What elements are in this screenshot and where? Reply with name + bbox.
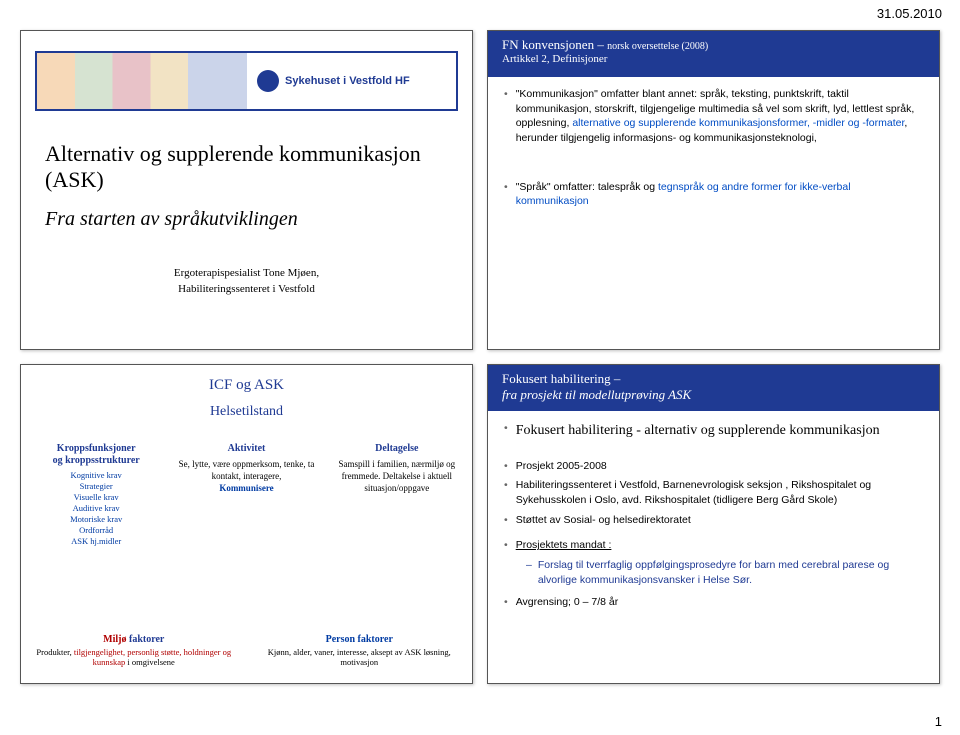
col3-body: Samspill i familien, nærmiljø og fremmed… — [327, 458, 467, 494]
page-date: 31.05.2010 — [877, 6, 942, 21]
slide4-content: • Fokusert habilitering - alternativ og … — [504, 421, 923, 673]
bullet-dot-icon: • — [504, 538, 508, 553]
slide4-item-2: •Habiliteringssenteret i Vestfold, Barne… — [504, 478, 923, 507]
slide4-title-bullet: • Fokusert habilitering - alternativ og … — [504, 421, 923, 451]
person-body: Kjønn, alder, vaner, interesse, aksept a… — [260, 647, 458, 667]
slides-grid: Sykehuset i Vestfold HF Alternativ og su… — [20, 30, 940, 684]
hospital-logo: Sykehuset i Vestfold HF — [247, 53, 456, 109]
col-kroppsfunksjoner: Kroppsfunksjoner og kroppsstrukturer Kog… — [26, 443, 166, 547]
miljo-heading: Miljø faktorer — [35, 634, 233, 645]
slide1-author: Ergoterapispesialist Tone Mjøen, Habilit… — [45, 265, 448, 298]
col1-heading: Kroppsfunksjoner — [26, 443, 166, 454]
slide4-item-5: •Avgrensing; 0 – 7/8 år — [504, 595, 923, 610]
slide4-item-4-sub: –Forslag til tverrfaglig oppfølgingspros… — [526, 558, 923, 587]
slide4-header-main: Fokusert habilitering – — [502, 371, 925, 387]
slide4-header: Fokusert habilitering – fra prosjekt til… — [488, 365, 939, 411]
slide2-header: FN konvensjonen – norsk oversettelse (20… — [488, 31, 939, 77]
slide4-item-3: •Støttet av Sosial- og helsedirektoratet — [504, 513, 923, 528]
col2-heading: Aktivitet — [177, 443, 317, 454]
person-faktorer: Person faktorer Kjønn, alder, vaner, int… — [260, 634, 458, 667]
slide1-body: Alternativ og supplerende kommunikasjon … — [45, 141, 448, 298]
slide-4: Fokusert habilitering – fra prosjekt til… — [487, 364, 940, 684]
slide1-subtitle: Fra starten av språkutviklingen — [45, 208, 448, 231]
slide3-columns: Kroppsfunksjoner og kroppsstrukturer Kog… — [21, 443, 472, 547]
bullet2-text: "Språk" omfatter: talespråk og tegnspråk… — [516, 180, 923, 209]
dash-icon: – — [526, 558, 532, 587]
slide4-item-1: •Prosjekt 2005-2008 — [504, 459, 923, 474]
miljo-faktorer: Miljø faktorer Produkter, tilgjengelighe… — [35, 634, 233, 667]
bullet-dot-icon: • — [504, 513, 508, 528]
col1-list: Kognitive krav Strategier Visuelle krav … — [26, 470, 166, 547]
slide2-bullet-1: • "Kommunikasjon" omfatter blant annet: … — [504, 87, 923, 146]
slide4-main-heading: Fokusert habilitering - alternativ og su… — [516, 421, 880, 441]
bullet1-text: "Kommunikasjon" omfatter blant annet: sp… — [516, 87, 923, 146]
miljo-body: Produkter, tilgjengelighet, personlig st… — [35, 647, 233, 667]
bullet-dot-icon: • — [504, 459, 508, 474]
author-line1: Ergoterapispesialist Tone Mjøen, — [45, 265, 448, 282]
col-deltagelse: Deltagelse Samspill i familien, nærmiljø… — [327, 443, 467, 547]
slide1-title: Alternativ og supplerende kommunikasjon … — [45, 141, 448, 194]
slide2-bullet-2: • "Språk" omfatter: talespråk og tegnspr… — [504, 180, 923, 209]
slide2-header-main: FN konvensjonen – norsk oversettelse (20… — [502, 37, 925, 53]
slide3-title: ICF og ASK — [21, 365, 472, 394]
col-aktivitet: Aktivitet Se, lytte, være oppmerksom, te… — [177, 443, 317, 547]
col3-heading: Deltagelse — [327, 443, 467, 454]
bullet-dot-icon: • — [504, 421, 508, 451]
slide4-header-sub: fra prosjekt til modellutprøving ASK — [502, 387, 925, 403]
slide3-subtitle: Helsetilstand — [21, 404, 472, 420]
slide1-banner: Sykehuset i Vestfold HF — [35, 51, 458, 111]
person-heading: Person faktorer — [260, 634, 458, 645]
slide4-item-4: •Prosjektets mandat : — [504, 538, 923, 553]
page-number: 1 — [935, 714, 942, 729]
logo-text: Sykehuset i Vestfold HF — [285, 75, 410, 87]
banner-photo-strip — [37, 53, 247, 109]
col1-heading2: og kroppsstrukturer — [26, 455, 166, 466]
slide-2: FN konvensjonen – norsk oversettelse (20… — [487, 30, 940, 350]
slide-3: ICF og ASK Helsetilstand Kroppsfunksjone… — [20, 364, 473, 684]
col2-body: Se, lytte, være oppmerksom, tenke, ta ko… — [177, 458, 317, 494]
logo-mark — [257, 70, 279, 92]
author-line2: Habiliteringssenteret i Vestfold — [45, 281, 448, 298]
bullet-dot-icon: • — [504, 87, 508, 146]
bullet-dot-icon: • — [504, 180, 508, 209]
slide-1: Sykehuset i Vestfold HF Alternativ og su… — [20, 30, 473, 350]
bullet-dot-icon: • — [504, 595, 508, 610]
slide2-header-sub: Artikkel 2, Definisjoner — [502, 53, 925, 65]
slide2-content: • "Kommunikasjon" omfatter blant annet: … — [504, 87, 923, 339]
bullet-dot-icon: • — [504, 478, 508, 507]
slide3-bottom-row: Miljø faktorer Produkter, tilgjengelighe… — [21, 634, 472, 667]
